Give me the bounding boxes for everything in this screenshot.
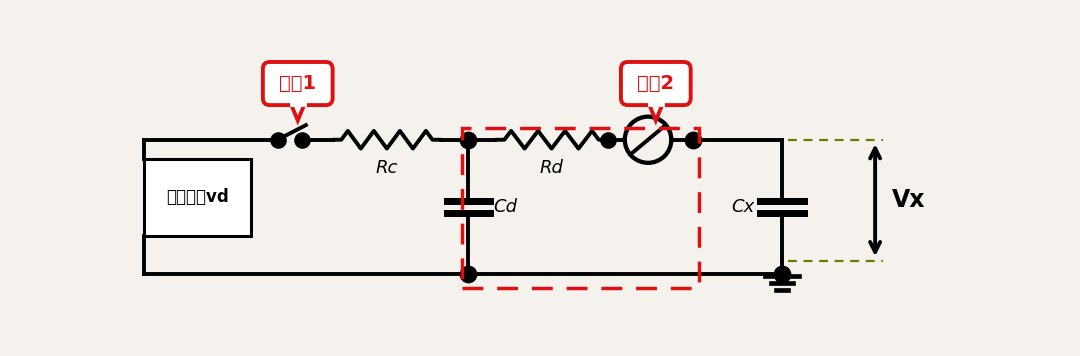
Point [685, 137, 702, 143]
Point [599, 137, 617, 143]
Point [773, 272, 791, 277]
Point [294, 137, 311, 143]
FancyBboxPatch shape [621, 62, 691, 105]
Bar [462, 128, 699, 288]
Point [460, 137, 477, 143]
Text: Rd: Rd [540, 159, 564, 177]
Text: Vx: Vx [892, 188, 926, 212]
Text: Cd: Cd [494, 198, 517, 216]
Bar [145, 159, 252, 236]
Text: 开兴2: 开兴2 [637, 74, 674, 93]
Point [460, 272, 477, 277]
Polygon shape [649, 104, 663, 120]
Text: 高压电源vd: 高压电源vd [166, 188, 229, 206]
Polygon shape [291, 104, 305, 120]
Text: Cx: Cx [732, 198, 755, 216]
Text: Rc: Rc [376, 159, 399, 177]
FancyBboxPatch shape [262, 62, 333, 105]
Text: 开兴1: 开兴1 [280, 74, 316, 93]
Point [269, 137, 286, 143]
